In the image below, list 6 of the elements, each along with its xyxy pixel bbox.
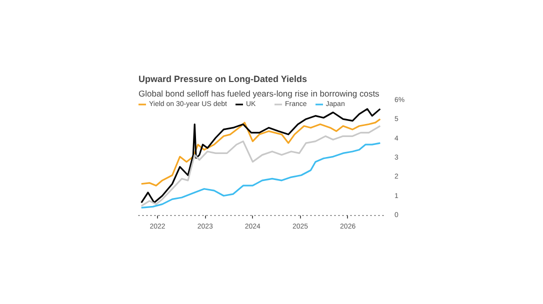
- chart-subtitle: Global bond selloff has fueled years-long rise in borrowing costs: [138, 88, 380, 98]
- line-series: [140, 118, 381, 186]
- line-series: [140, 108, 381, 204]
- line-series: [140, 125, 381, 207]
- line-series: [140, 142, 381, 208]
- chart-title: Upward Pressure on Long-Dated Yields: [138, 74, 308, 84]
